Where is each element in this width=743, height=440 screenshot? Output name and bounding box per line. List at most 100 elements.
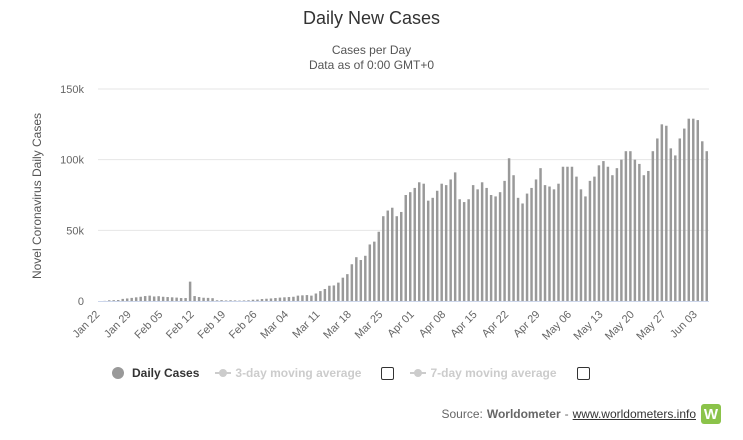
bar[interactable] [170,297,174,301]
bar[interactable] [417,182,421,301]
bar[interactable] [467,199,470,301]
bar[interactable] [305,295,309,301]
bar[interactable] [211,298,214,301]
bar[interactable] [660,124,664,301]
legend-item-3-day-average[interactable]: 3-day moving average [215,366,395,380]
bar[interactable] [346,274,349,301]
bar[interactable] [462,202,466,301]
bar[interactable] [512,175,515,301]
bar[interactable] [269,298,273,301]
bar[interactable] [116,300,120,301]
bar[interactable] [247,300,250,301]
bar[interactable] [602,161,605,301]
bar[interactable] [260,299,264,301]
bar[interactable] [278,297,282,301]
bar[interactable] [561,166,565,301]
bar[interactable] [148,295,151,301]
bar[interactable] [431,197,434,301]
bar[interactable] [489,195,493,301]
bar[interactable] [157,296,160,301]
bar[interactable] [444,185,448,301]
bar[interactable] [323,288,327,301]
bar[interactable] [175,297,178,301]
bar[interactable] [121,298,124,301]
source-link[interactable]: www.worldometers.info [572,407,696,421]
bar[interactable] [229,300,232,301]
bar[interactable] [669,148,673,301]
bar[interactable] [588,180,592,301]
bar[interactable] [143,296,147,301]
bar[interactable] [705,151,708,301]
bar[interactable] [453,172,457,301]
bar[interactable] [332,285,336,301]
bar[interactable] [391,207,394,301]
bar[interactable] [507,158,511,301]
legend-item-daily-cases[interactable]: Daily Cases [112,366,199,380]
bar[interactable] [130,297,133,301]
bar[interactable] [188,281,192,301]
bar[interactable] [206,297,210,301]
bar[interactable] [566,166,569,301]
bar[interactable] [480,182,484,301]
bar[interactable] [179,298,183,301]
bar[interactable] [355,257,358,301]
bar[interactable] [166,297,169,301]
bar[interactable] [557,183,560,301]
bar[interactable] [395,216,398,301]
bar[interactable] [647,170,650,301]
bar[interactable] [283,297,286,301]
bar[interactable] [287,297,291,301]
bar[interactable] [301,295,304,301]
bar[interactable] [404,195,407,301]
bar[interactable] [656,138,659,301]
bar[interactable] [193,296,196,301]
checkbox-3-day-average[interactable] [381,366,395,380]
bar[interactable] [687,118,691,302]
bar[interactable] [476,189,479,301]
bar[interactable] [364,255,367,301]
bar[interactable] [611,175,614,301]
bar[interactable] [543,185,547,301]
bar[interactable] [184,298,187,301]
bar[interactable] [373,241,376,301]
bar[interactable] [310,295,313,301]
bar[interactable] [525,193,529,301]
bar[interactable] [548,186,551,301]
bar[interactable] [139,296,142,301]
bar[interactable] [152,296,156,301]
bar[interactable] [125,298,129,301]
bar[interactable] [534,179,538,301]
bar[interactable] [328,285,331,301]
bar[interactable] [337,282,340,301]
bar[interactable] [579,189,583,301]
bar[interactable] [409,192,412,301]
bar[interactable] [251,299,255,301]
bar[interactable] [220,300,223,301]
bar[interactable] [597,165,601,301]
checkbox-7-day-average[interactable] [576,366,590,380]
bar[interactable] [215,300,219,301]
bar[interactable] [377,231,381,301]
bar[interactable] [696,120,700,302]
bar[interactable] [678,138,682,301]
bar[interactable] [498,192,502,301]
bar[interactable] [638,163,641,301]
bar[interactable] [458,199,461,301]
bar[interactable] [359,260,363,301]
bar[interactable] [112,300,115,301]
bar[interactable] [494,196,497,301]
bar[interactable] [350,264,354,301]
bar[interactable] [629,151,632,301]
bar[interactable] [382,216,385,301]
bar[interactable] [202,297,205,301]
bar[interactable] [620,159,623,301]
bar[interactable] [440,183,443,301]
bar[interactable] [386,210,390,301]
bar[interactable] [319,291,322,301]
bar[interactable] [161,296,165,301]
bar[interactable] [265,298,268,301]
bar[interactable] [314,293,318,301]
bar[interactable] [606,166,610,301]
bar[interactable] [530,187,533,301]
bar[interactable] [615,168,619,301]
